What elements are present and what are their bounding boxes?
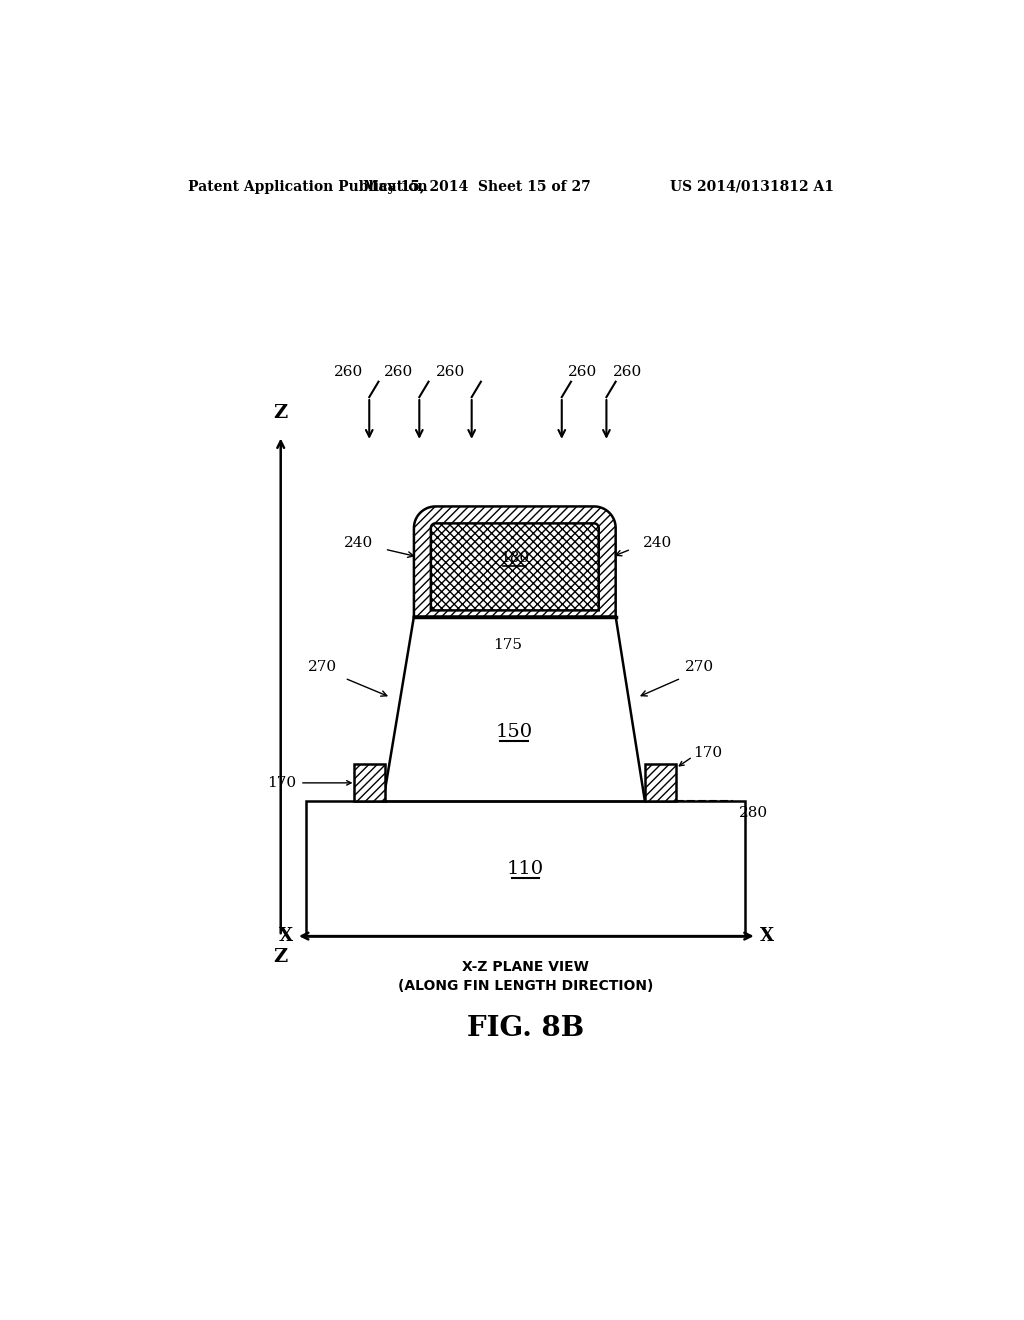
Text: Z: Z <box>273 948 288 966</box>
Text: 260: 260 <box>568 366 597 379</box>
Text: 280: 280 <box>739 807 768 820</box>
Text: (ALONG FIN LENGTH DIRECTION): (ALONG FIN LENGTH DIRECTION) <box>398 979 653 993</box>
Bar <box>306 801 745 936</box>
Text: X: X <box>760 927 774 945</box>
Polygon shape <box>431 524 599 610</box>
Polygon shape <box>414 507 615 616</box>
Text: 170: 170 <box>267 776 296 789</box>
Text: 260: 260 <box>384 366 413 379</box>
Text: 180: 180 <box>501 550 529 565</box>
Text: X-Z PLANE VIEW: X-Z PLANE VIEW <box>462 960 589 974</box>
Text: X: X <box>279 927 293 945</box>
Text: 240: 240 <box>344 536 373 550</box>
Text: 260: 260 <box>612 366 642 379</box>
Text: FIG. 8B: FIG. 8B <box>467 1015 584 1041</box>
Text: 270: 270 <box>308 660 337 673</box>
Text: May 15, 2014  Sheet 15 of 27: May 15, 2014 Sheet 15 of 27 <box>364 180 591 194</box>
Text: 260: 260 <box>334 366 364 379</box>
Bar <box>645 764 676 801</box>
Text: 170: 170 <box>692 746 722 760</box>
Text: 110: 110 <box>507 859 544 878</box>
Polygon shape <box>383 616 645 801</box>
Text: Patent Application Publication: Patent Application Publication <box>188 180 428 194</box>
Text: 150: 150 <box>496 723 532 741</box>
Text: 270: 270 <box>685 660 714 673</box>
Text: 175: 175 <box>494 638 522 652</box>
Text: 240: 240 <box>643 536 672 550</box>
Text: Z: Z <box>273 404 288 422</box>
Text: US 2014/0131812 A1: US 2014/0131812 A1 <box>670 180 834 194</box>
Text: 260: 260 <box>436 366 466 379</box>
Bar <box>354 764 385 801</box>
